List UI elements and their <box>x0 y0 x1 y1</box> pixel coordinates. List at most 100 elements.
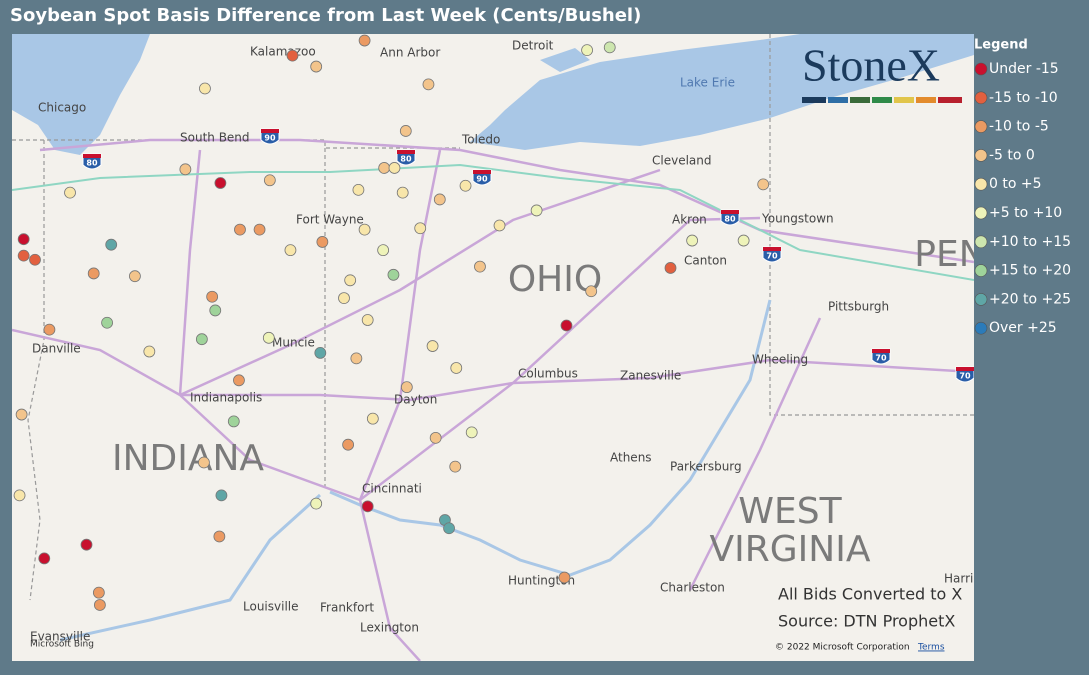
bid-point[interactable] <box>233 374 245 387</box>
bid-point[interactable] <box>581 44 593 57</box>
bid-point[interactable] <box>378 162 391 174</box>
legend-swatch <box>974 206 988 220</box>
bid-point[interactable] <box>558 571 571 584</box>
bid-point[interactable] <box>560 319 573 332</box>
legend-swatch <box>974 91 988 105</box>
bid-point[interactable] <box>433 193 446 206</box>
bid-point[interactable] <box>80 538 93 551</box>
bid-point[interactable] <box>310 60 323 73</box>
bid-point[interactable] <box>422 78 435 91</box>
bid-point[interactable] <box>342 438 355 451</box>
legend-label: Over +25 <box>989 320 1057 336</box>
bid-point[interactable] <box>366 412 379 425</box>
bid-point[interactable] <box>215 489 228 502</box>
bid-point[interactable] <box>388 162 401 174</box>
bid-point[interactable] <box>93 599 106 611</box>
city-label: Muncie <box>272 336 315 350</box>
bid-point[interactable] <box>530 204 543 217</box>
bid-point[interactable] <box>603 41 616 54</box>
city-label: Fort Wayne <box>296 213 364 227</box>
bid-point[interactable] <box>198 456 210 469</box>
bid-point[interactable] <box>474 260 486 273</box>
shield-number: 70 <box>875 354 887 363</box>
bid-point[interactable] <box>361 500 374 513</box>
shield-number: 90 <box>476 175 488 184</box>
bid-point[interactable] <box>179 163 192 176</box>
bid-point[interactable] <box>227 415 240 428</box>
city-label: Toledo <box>461 133 500 147</box>
bid-point[interactable] <box>361 314 374 326</box>
bid-point[interactable] <box>214 177 227 189</box>
bid-point[interactable] <box>38 552 51 565</box>
bid-point[interactable] <box>105 238 118 251</box>
bid-point[interactable] <box>358 34 371 47</box>
bid-point[interactable] <box>29 253 41 266</box>
city-label: Akron <box>672 213 707 227</box>
bid-point[interactable] <box>664 262 677 274</box>
points <box>13 34 770 611</box>
bid-point[interactable] <box>195 333 208 346</box>
bid-point[interactable] <box>358 223 371 236</box>
bid-point[interactable] <box>757 178 770 191</box>
bid-point[interactable] <box>17 233 30 246</box>
bid-point[interactable] <box>314 346 327 359</box>
bid-point[interactable] <box>262 331 275 344</box>
legend-label: 0 to +5 <box>989 176 1042 192</box>
bid-point[interactable] <box>459 179 472 192</box>
legend-label: +15 to +20 <box>989 263 1071 279</box>
bid-point[interactable] <box>284 244 297 257</box>
shield-top <box>473 170 491 174</box>
bid-point[interactable] <box>64 186 76 199</box>
bid-point[interactable] <box>13 489 26 502</box>
bid-point[interactable] <box>493 219 506 232</box>
bid-point[interactable] <box>43 323 56 336</box>
bid-point[interactable] <box>17 249 30 262</box>
bid-point[interactable] <box>400 381 413 394</box>
legend-swatch <box>974 264 988 277</box>
bid-point[interactable] <box>143 345 156 358</box>
bid-point[interactable] <box>263 174 276 187</box>
bid-point[interactable] <box>206 290 219 303</box>
bid-point[interactable] <box>737 234 750 247</box>
city-label: Evansville <box>30 630 90 644</box>
bid-point[interactable] <box>465 426 478 439</box>
bid-point[interactable] <box>377 244 390 257</box>
bid-point[interactable] <box>209 304 222 317</box>
bid-point[interactable] <box>199 82 211 95</box>
bid-point[interactable] <box>129 270 141 283</box>
bid-point[interactable] <box>414 222 427 235</box>
attribution: Microsoft Bing <box>30 640 94 650</box>
bid-point[interactable] <box>585 285 598 298</box>
bid-point[interactable] <box>450 362 463 374</box>
lake <box>540 48 590 72</box>
bid-point[interactable] <box>449 460 462 473</box>
bid-point[interactable] <box>92 586 105 599</box>
state-label: WEST <box>738 491 842 532</box>
bid-point[interactable] <box>253 223 266 236</box>
bid-point[interactable] <box>213 530 226 543</box>
bid-point[interactable] <box>286 49 299 62</box>
bid-point[interactable] <box>338 292 350 305</box>
bid-point[interactable] <box>87 267 100 280</box>
bid-point[interactable] <box>426 340 439 352</box>
bid-point[interactable] <box>15 408 28 421</box>
bid-point[interactable] <box>234 223 246 236</box>
city-label: Huntington <box>508 574 575 588</box>
shield: 90 <box>472 169 492 186</box>
bid-point[interactable] <box>686 234 699 247</box>
bid-point[interactable] <box>399 125 412 137</box>
bid-point[interactable] <box>350 352 363 365</box>
bid-point[interactable] <box>316 236 329 248</box>
city-label: Athens <box>610 451 652 465</box>
lake <box>12 34 150 155</box>
bid-point[interactable] <box>429 431 442 444</box>
bid-point[interactable] <box>396 186 409 199</box>
bid-point[interactable] <box>101 316 113 329</box>
bid-point[interactable] <box>443 522 455 535</box>
shield-top <box>721 210 739 214</box>
terms-link[interactable]: Terms <box>917 643 945 653</box>
bid-point[interactable] <box>344 274 357 287</box>
bid-point[interactable] <box>387 268 400 281</box>
bid-point[interactable] <box>352 183 365 196</box>
bid-point[interactable] <box>310 497 323 510</box>
